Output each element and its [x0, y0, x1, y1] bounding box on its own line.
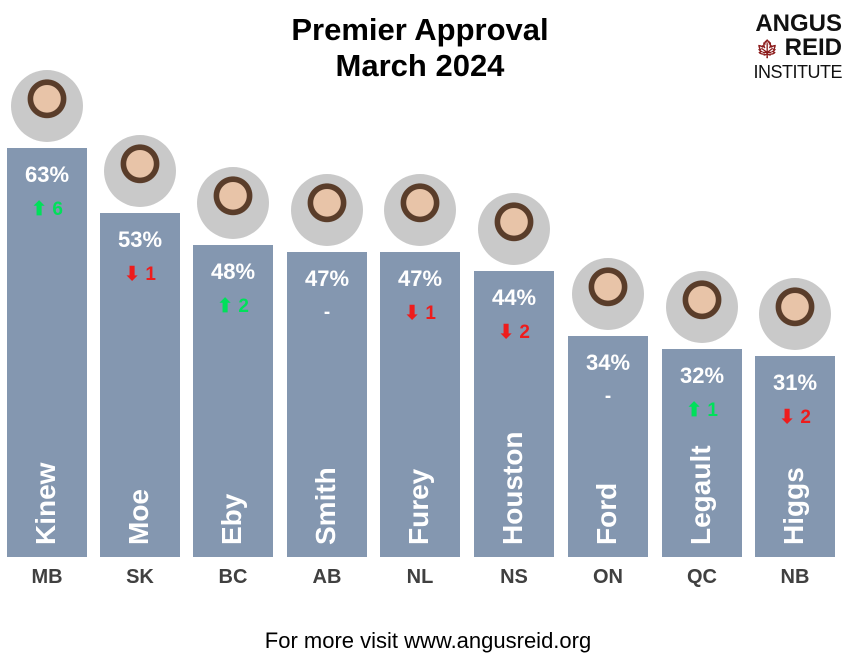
- angus-reid-logo: ANGUS 🍁︎ REID INSTITUTE: [738, 10, 843, 83]
- value-label: 63%: [24, 161, 70, 187]
- chart-subtitle: March 2024: [335, 48, 505, 83]
- arrow-down-icon: ⬇: [404, 302, 426, 324]
- change-value: 2: [238, 296, 249, 317]
- arrow-down-icon: ⬇: [779, 406, 801, 428]
- logo-line2: REID: [784, 34, 842, 61]
- value-label: 48%: [210, 259, 256, 284]
- category-label: NS: [500, 566, 528, 588]
- premier-name: Legault: [685, 445, 716, 545]
- change-value: 2: [800, 406, 811, 428]
- bar-MB: [7, 147, 87, 557]
- change-value: 2: [519, 322, 530, 343]
- footer-link[interactable]: For more visit www.angusreid.org: [264, 628, 592, 653]
- arrow-down-icon: ⬇: [498, 322, 520, 343]
- category-label: MB: [31, 566, 63, 588]
- premier-photo-Higgs: [759, 277, 831, 350]
- change-value: -: [604, 386, 612, 407]
- arrow-down-icon: ⬇: [124, 263, 146, 285]
- value-label: 53%: [117, 226, 163, 252]
- change-value: 1: [145, 263, 156, 285]
- value-label: 47%: [397, 265, 443, 291]
- category-label: BC: [218, 566, 248, 588]
- bar-SK: [100, 212, 180, 557]
- bar-NL: [380, 251, 460, 557]
- value-label: 34%: [585, 350, 631, 375]
- arrow-up-icon: ⬆: [217, 296, 239, 317]
- change-label: ⬇ 2: [755, 406, 835, 429]
- premier-photo-Eby: [197, 167, 269, 239]
- premier-name: Furey: [403, 468, 434, 545]
- premier-photo-Kinew: [11, 69, 83, 142]
- premier-name: Eby: [216, 493, 247, 545]
- logo-line1: ANGUS: [755, 10, 842, 37]
- change-value: 1: [707, 400, 718, 421]
- change-value: -: [323, 301, 331, 323]
- bar-BC: [193, 245, 273, 557]
- premier-photo-Ford: [572, 258, 644, 330]
- category-label: NL: [406, 566, 434, 588]
- change-value: 6: [52, 198, 63, 220]
- premier-name: Moe: [123, 489, 154, 545]
- change-label: ⬇ 2: [474, 321, 554, 344]
- arrow-up-icon: ⬆: [686, 400, 708, 421]
- value-label: 44%: [491, 285, 537, 310]
- category-label: QC: [687, 566, 717, 588]
- value-label: 47%: [304, 265, 350, 291]
- bar-QC: [662, 349, 742, 557]
- category-label: ON: [593, 566, 623, 588]
- change-label: ⬆ 1: [662, 399, 742, 422]
- change-label: ⬆ 6: [7, 198, 87, 221]
- change-label: ⬇ 1: [380, 302, 460, 325]
- bar-NS: [474, 271, 554, 557]
- category-label: NB: [780, 566, 810, 588]
- premier-photo-Legault: [666, 271, 738, 343]
- bar-AB: [287, 251, 367, 557]
- change-value: 1: [425, 302, 436, 324]
- change-label: -: [568, 386, 648, 408]
- premier-photo-Houston: [478, 193, 550, 265]
- premier-photo-Moe: [104, 134, 176, 207]
- chart-title: Premier Approval: [291, 12, 549, 47]
- premier-name: Kinew: [30, 462, 61, 545]
- change-label: -: [287, 302, 367, 324]
- change-label: ⬇ 1: [100, 263, 180, 286]
- category-label: SK: [126, 566, 154, 588]
- category-label: AB: [312, 566, 342, 588]
- bar-NB: [755, 355, 835, 557]
- premier-photo-Furey: [384, 173, 456, 246]
- bar-ON: [568, 336, 648, 557]
- value-label: 32%: [679, 363, 725, 388]
- premier-name: Ford: [591, 482, 622, 545]
- premier-name: Smith: [310, 467, 341, 545]
- logo-line3: INSTITUTE: [753, 62, 843, 82]
- change-label: ⬆ 2: [193, 295, 273, 318]
- value-label: 31%: [772, 369, 818, 395]
- premier-name: Houston: [497, 431, 528, 545]
- premier-name: Higgs: [778, 467, 809, 545]
- arrow-up-icon: ⬆: [31, 198, 53, 220]
- maple-leaf-icon: 🍁︎: [755, 39, 779, 59]
- premier-photo-Smith: [291, 173, 363, 246]
